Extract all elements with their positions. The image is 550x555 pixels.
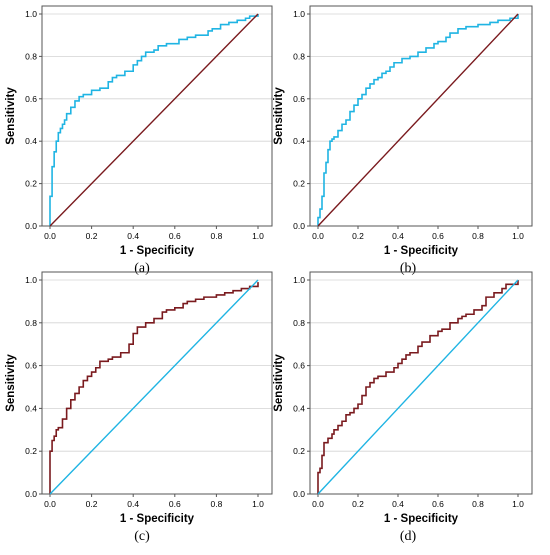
roc-curve — [49, 282, 259, 494]
y-axis-title: Sensitivity — [273, 354, 285, 412]
gridlines — [42, 13, 272, 185]
x-tick-label: 0.4 — [392, 231, 404, 241]
x-tick-label: 0.0 — [312, 231, 324, 241]
panel-a: 0.0 0.2 0.4 0.6 0.8 1.0 0.0 0.2 0.4 0.6 0.8 1.0 1 - … — [5, 5, 273, 276]
panel-b: 0.0 0.2 0.4 0.6 0.8 1.0 0.0 0.2 0.4 0.6 0.8 1.0 1 - … — [273, 5, 533, 276]
y-tick-label: 0.6 — [293, 361, 305, 371]
y-tick-label: 0.4 — [293, 403, 305, 413]
panel-caption: (a) — [134, 261, 150, 276]
x-tick-label: 0.0 — [312, 499, 324, 509]
y-tick-label: 1.0 — [25, 9, 37, 19]
x-tick-label: 0.2 — [352, 499, 364, 509]
panel-caption: (b) — [400, 261, 417, 276]
reference-line — [49, 13, 259, 227]
x-tick-label: 0.8 — [210, 231, 222, 241]
panel-d: 0.0 0.2 0.4 0.6 0.8 1.0 0.0 0.2 0.4 0.6 0.8 1.0 1 - … — [273, 271, 533, 544]
reference-line — [317, 13, 519, 227]
y-tick-label: 0.8 — [25, 318, 37, 328]
reference-line — [317, 279, 519, 495]
x-axis-title: 1 - Specificity — [384, 513, 459, 525]
y-tick-label: 0.0 — [25, 221, 37, 231]
x-tick-label: 0.6 — [432, 499, 444, 509]
roc-curve — [317, 280, 519, 494]
x-tick-label: 0.8 — [210, 499, 222, 509]
x-tick-label: 0.8 — [472, 499, 484, 509]
plot-frame — [309, 271, 533, 495]
x-tick-label: 0.6 — [169, 231, 181, 241]
roc-curve — [317, 14, 519, 226]
x-tick-label: 0.6 — [432, 231, 444, 241]
y-tick-label: 0.0 — [293, 221, 305, 231]
y-tick-label: 0.8 — [293, 318, 305, 328]
x-tick-label: 0.2 — [352, 231, 364, 241]
y-tick-label: 0.4 — [25, 403, 37, 413]
y-tick-label: 1.0 — [293, 275, 305, 285]
gridlines — [42, 279, 272, 452]
plot-frame — [309, 5, 533, 227]
y-tick-label: 0.0 — [293, 489, 305, 499]
panel-caption: (d) — [400, 529, 417, 544]
y-tick-label: 0.6 — [293, 94, 305, 104]
y-axis-title: Sensitivity — [273, 87, 285, 145]
x-tick-label: 0.2 — [86, 499, 98, 509]
x-tick-label: 0.4 — [127, 231, 139, 241]
y-tick-label: 0.4 — [25, 136, 37, 146]
y-tick-label: 0.0 — [25, 489, 37, 499]
gridlines — [310, 13, 532, 185]
plot-frame — [41, 271, 273, 495]
x-tick-label: 0.4 — [127, 499, 139, 509]
x-axis-title: 1 - Specificity — [120, 513, 195, 525]
x-tick-label: 0.8 — [472, 231, 484, 241]
reference-line — [49, 279, 259, 495]
y-axis-title: Sensitivity — [5, 354, 17, 412]
y-tick-label: 0.6 — [25, 361, 37, 371]
x-axis-title: 1 - Specificity — [120, 245, 195, 257]
x-tick-label: 0.6 — [169, 499, 181, 509]
plot-frame — [41, 5, 273, 227]
y-tick-label: 0.2 — [293, 446, 305, 456]
x-tick-label: 0.0 — [44, 499, 56, 509]
panel-c: 0.0 0.2 0.4 0.6 0.8 1.0 0.0 0.2 0.4 0.6 0.8 1.0 1 - … — [5, 271, 273, 544]
y-tick-label: 0.8 — [25, 51, 37, 61]
x-tick-label: 1.0 — [512, 231, 524, 241]
x-tick-label: 0.2 — [86, 231, 98, 241]
y-tick-label: 0.4 — [293, 136, 305, 146]
x-tick-label: 0.0 — [44, 231, 56, 241]
y-tick-label: 0.8 — [293, 51, 305, 61]
y-axis-title: Sensitivity — [5, 87, 17, 145]
y-tick-label: 0.2 — [25, 446, 37, 456]
panel-caption: (c) — [134, 529, 150, 544]
gridlines — [310, 279, 532, 452]
y-tick-label: 1.0 — [293, 9, 305, 19]
x-axis-title: 1 - Specificity — [384, 245, 459, 257]
y-tick-label: 0.2 — [25, 179, 37, 189]
roc-curve — [49, 14, 259, 226]
y-tick-label: 0.2 — [293, 179, 305, 189]
x-tick-label: 1.0 — [252, 499, 264, 509]
x-tick-label: 1.0 — [512, 499, 524, 509]
x-tick-label: 0.4 — [392, 499, 404, 509]
y-tick-label: 0.6 — [25, 94, 37, 104]
y-tick-label: 1.0 — [25, 275, 37, 285]
x-tick-label: 1.0 — [252, 231, 264, 241]
